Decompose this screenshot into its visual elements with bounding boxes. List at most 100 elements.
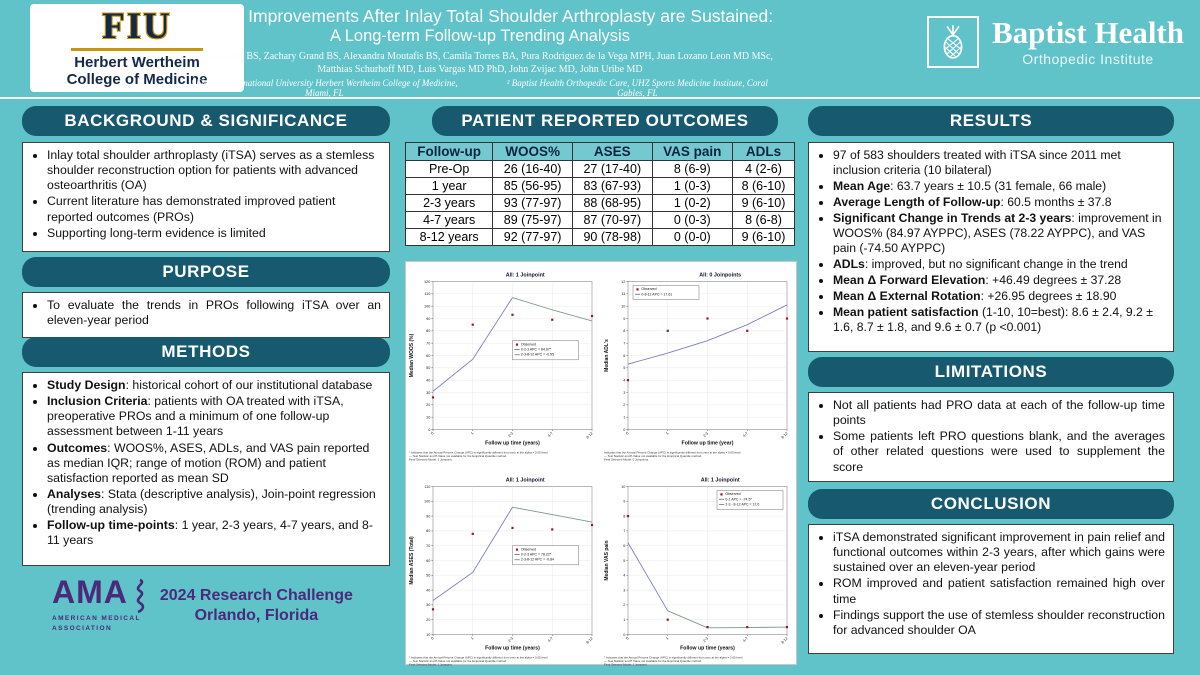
section-header-results: RESULTS (808, 106, 1174, 136)
table-cell: 0 (0-0) (651, 228, 733, 246)
svg-text:2-3-8-12 APC = -0.84: 2-3-8-12 APC = -0.84 (521, 558, 554, 562)
observed-point (511, 313, 514, 316)
bullet-item: Mean Δ External Rotation: +26.95 degrees… (833, 289, 1165, 304)
table-cell: 1 (0-3) (651, 177, 733, 195)
title-block: Clinical Improvements After Inlay Total … (180, 6, 780, 98)
table-cell: 4-7 years (404, 211, 494, 229)
svg-text:6: 6 (623, 544, 625, 548)
observed-point (706, 626, 709, 629)
svg-text:30: 30 (426, 391, 430, 395)
purpose-box: To evaluate the trends in PROs following… (22, 292, 390, 338)
svg-text:Observed: Observed (521, 342, 536, 346)
table-row: 8-12 years 92 (77-97) 90 (78-98) 0 (0-0) 9 (… (404, 228, 796, 246)
x-axis-label: Follow up time (years) (680, 646, 735, 652)
chart-title: All: 1 Joinpoint (506, 478, 545, 484)
fiu-college-name: Herbert Wertheim College of Medicine (67, 54, 208, 89)
svg-text:1: 1 (470, 431, 474, 435)
table-header-cell: Follow-up (404, 142, 494, 161)
svg-text:8: 8 (623, 329, 625, 333)
observed-point (746, 329, 749, 332)
bullet-item: To evaluate the trends in PROs following… (47, 298, 381, 328)
svg-text:9: 9 (623, 500, 625, 504)
table-cell: 27 (17-40) (571, 160, 653, 178)
methods-box: Study Design: historical cohort of our i… (22, 372, 390, 566)
poster-title-line1: Clinical Improvements After Inlay Total … (186, 6, 774, 26)
table-cell: 0 (0-3) (651, 211, 733, 229)
y-axis-label: Median ADL's (604, 339, 610, 372)
x-axis-label: Follow up time (years) (485, 646, 540, 652)
svg-text:80: 80 (426, 529, 430, 533)
table-header-cell: ADLs (731, 142, 796, 161)
table-row: Pre-Op 26 (16-40) 27 (17-40) 8 (6-9) 4 (2-6) (404, 160, 796, 178)
table-cell: 2-3 years (404, 194, 494, 212)
svg-text:0-2-3 APC = 84.97*: 0-2-3 APC = 84.97* (521, 348, 552, 352)
table-header-cell: WOOS% (492, 142, 573, 161)
chart-vas: 0 1 2 3 4 5 6 7 8 9 10 0 1 2-3 4-7 8-12 All: 1 Joinpoint… (601, 467, 796, 672)
observed-point (431, 608, 435, 611)
observed-point (666, 329, 669, 332)
bullet-item: Mean patient satisfaction (1-10, 10=best… (833, 305, 1165, 335)
svg-text:0-1 APC = -74.5*: 0-1 APC = -74.5* (725, 497, 752, 501)
section-header-limitations: LIMITATIONS (808, 357, 1174, 387)
svg-text:10: 10 (426, 415, 430, 419)
svg-text:8-12: 8-12 (585, 431, 593, 439)
baptist-wordmark: Baptist Health Orthopedic Institute (992, 17, 1184, 67)
bullet-item: Outcomes: WOOS%, ASES, ADLs, and VAS pai… (47, 441, 381, 486)
purpose-bullets: To evaluate the trends in PROs following… (31, 298, 381, 328)
svg-text:Observed: Observed (641, 287, 656, 291)
chart-footnote: — Test Statistic and P-Value not availab… (409, 454, 507, 458)
svg-text:4-7: 4-7 (742, 431, 749, 438)
ama-org-line1: AMERICAN MEDICAL (52, 615, 141, 622)
section-header-methods: METHODS (22, 337, 390, 367)
pineapple-icon (926, 16, 979, 68)
table-cell: 8-12 years (404, 228, 494, 246)
observed-point (785, 317, 789, 320)
bullet-item: Mean Age: 63.7 years ± 10.5 (31 female, … (833, 179, 1165, 194)
svg-text:3: 3 (623, 588, 625, 592)
chart-adl: 0 1 2 3 4 5 6 7 8 9 10 11 12 0 1 2-3 4-7 8-12 All: 0 Joinp… (601, 262, 796, 467)
svg-text:70: 70 (426, 544, 430, 548)
baptist-health-logo: Baptist Health Orthopedic Institute (926, 16, 1184, 68)
table-cell: 88 (68-95) (571, 194, 653, 212)
ama-event-line1: 2024 Research Challenge (159, 586, 353, 604)
svg-text:4-7: 4-7 (742, 636, 749, 643)
svg-text:0: 0 (625, 636, 629, 640)
table-cell: 83 (67-93) (571, 177, 653, 195)
baptist-name: Baptist Health (991, 15, 1184, 50)
svg-text:4-7: 4-7 (547, 636, 554, 643)
svg-text:8-12: 8-12 (780, 431, 788, 439)
trend-line (432, 297, 513, 392)
bullet-item: Not all patients had PRO data at each of… (833, 398, 1165, 428)
chart-footnote: Indicates that the Annual Percent Change… (604, 451, 741, 455)
chart-footnote: * Indicates that the Annual Percent Chan… (409, 451, 548, 455)
conclusion-bullets: iTSA demonstrated significant improvemen… (817, 530, 1165, 638)
svg-text:40: 40 (426, 588, 430, 592)
table-cell: Pre-Op (404, 160, 494, 178)
x-axis-label: Follow up time (year) (682, 441, 734, 447)
fiu-logo: FIU Herbert Wertheim College of Medicine (30, 4, 244, 92)
observed-point (626, 515, 630, 518)
svg-text:0-2-3 APC = 78.22*: 0-2-3 APC = 78.22* (521, 553, 552, 557)
bullet-item: Analyses: Stata (descriptive analysis), … (47, 487, 381, 517)
table-cell: 1 (0-2) (651, 194, 733, 212)
svg-text:110: 110 (424, 292, 430, 296)
svg-text:20: 20 (426, 403, 430, 407)
section-header-conclusion: CONCLUSION (808, 489, 1174, 519)
ama-event-line2: Orlando, Florida (194, 606, 319, 624)
observed-point (590, 314, 594, 318)
chart-ases: 10 20 30 40 50 60 70 80 90 100 110 0 1 2-3 4-7 8-12 All:… (406, 467, 601, 672)
svg-text:8-12: 8-12 (585, 636, 593, 644)
bullet-item: Follow-up time-points: 1 year, 2-3 years… (47, 518, 381, 548)
svg-text:70: 70 (426, 341, 430, 345)
limitations-box: Not all patients had PRO data at each of… (808, 392, 1174, 482)
table-cell: 9 (6-10) (731, 228, 796, 246)
observed-point (785, 626, 789, 629)
svg-text:Observed: Observed (725, 492, 740, 496)
svg-text:8: 8 (623, 514, 625, 518)
svg-text:10: 10 (621, 304, 625, 308)
results-box: 97 of 583 shoulders treated with iTSA si… (808, 142, 1174, 352)
chart-footnote: Final Selected Model: 1 Joinpoint. (604, 663, 648, 667)
poster-header: FIU Herbert Wertheim College of Medicine… (0, 0, 1200, 99)
svg-text:30: 30 (426, 603, 430, 607)
